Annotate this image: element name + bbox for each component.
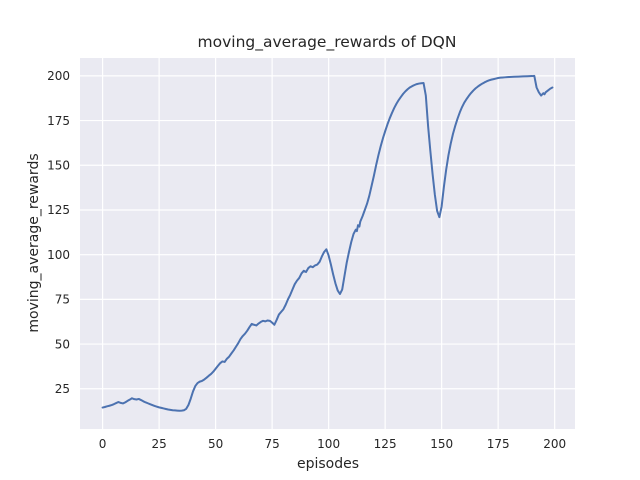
x-tick-label: 100 <box>317 437 340 451</box>
y-tick-label: 100 <box>47 248 70 262</box>
y-tick-label: 150 <box>47 158 70 172</box>
y-tick-label: 75 <box>55 293 70 307</box>
chart-title: moving_average_rewards of DQN <box>198 33 457 52</box>
x-tick-label: 200 <box>543 437 566 451</box>
x-tick-label: 50 <box>208 437 223 451</box>
series-layer <box>101 74 554 412</box>
x-tick-labels: 0 25 50 75 100 125 150 175 200 <box>99 437 566 451</box>
x-tick-label: 125 <box>374 437 397 451</box>
y-tick-labels: 25 50 75 100 125 150 175 200 <box>47 69 70 396</box>
plot-area <box>80 58 575 429</box>
x-tick-label: 0 <box>99 437 107 451</box>
y-axis-label: moving_average_rewards <box>26 153 42 332</box>
y-tick-label: 125 <box>47 203 70 217</box>
y-tick-label: 200 <box>47 69 70 83</box>
y-tick-label: 25 <box>55 382 70 396</box>
x-tick-label: 150 <box>430 437 453 451</box>
x-tick-label: 25 <box>151 437 166 451</box>
x-tick-label: 175 <box>487 437 510 451</box>
reward-line <box>101 74 554 412</box>
x-axis-label: episodes <box>297 456 359 472</box>
y-tick-label: 175 <box>47 114 70 128</box>
x-tick-label: 75 <box>264 437 279 451</box>
y-tick-label: 50 <box>55 337 70 351</box>
